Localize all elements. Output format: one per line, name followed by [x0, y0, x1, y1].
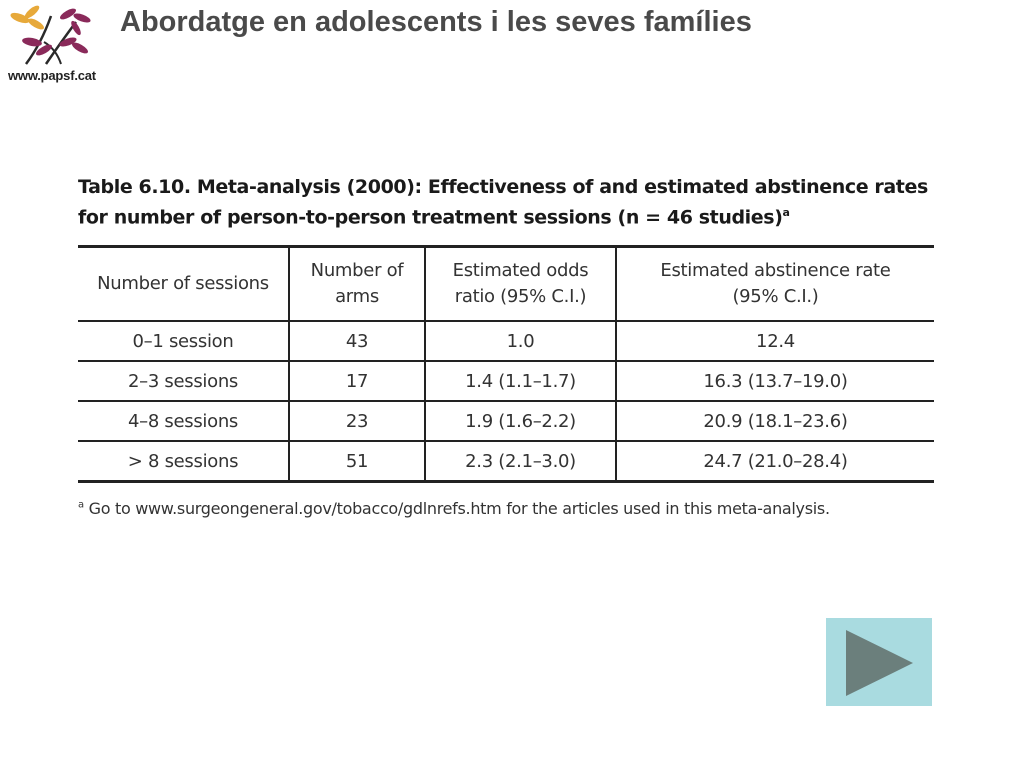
page-title: Abordatge en adolescents i les seves fam…: [120, 6, 752, 38]
caption-footnote-marker: a: [782, 206, 790, 219]
table-row: 0–1 session 43 1.0 12.4: [78, 320, 934, 362]
next-slide-button[interactable]: [826, 618, 932, 706]
table-footnote: a Go to www.surgeongeneral.gov/tobacco/g…: [78, 499, 830, 518]
cell-arms: 51: [288, 440, 426, 483]
cell-abstinence-rate: 20.9 (18.1–23.6): [615, 400, 934, 442]
table-header-row: Number of sessions Number of arms Estimat…: [78, 245, 934, 322]
cell-abstinence-rate: 16.3 (13.7–19.0): [615, 360, 934, 402]
footnote-marker: a: [78, 499, 84, 511]
table-row: > 8 sessions 51 2.3 (2.1–3.0) 24.7 (21.0…: [78, 440, 934, 483]
cell-arms: 23: [288, 400, 426, 442]
logo: www.papsf.cat: [0, 0, 115, 90]
header-number-of-arms: Number of arms: [288, 245, 426, 322]
flower-logo-icon: [10, 5, 91, 65]
cell-sessions: 2–3 sessions: [78, 360, 290, 402]
cell-arms: 17: [288, 360, 426, 402]
cell-odds-ratio: 2.3 (2.1–3.0): [424, 440, 617, 483]
table-caption-line1: Table 6.10. Meta-analysis (2000): Effect…: [78, 176, 928, 198]
cell-abstinence-rate: 12.4: [615, 320, 934, 362]
cell-sessions: 0–1 session: [78, 320, 290, 362]
cell-odds-ratio: 1.9 (1.6–2.2): [424, 400, 617, 442]
cell-sessions: > 8 sessions: [78, 440, 290, 483]
table-row: 2–3 sessions 17 1.4 (1.1–1.7) 16.3 (13.7…: [78, 360, 934, 402]
header-odds-ratio: Estimated odds ratio (95% C.I.): [424, 245, 617, 322]
cell-sessions: 4–8 sessions: [78, 400, 290, 442]
cell-abstinence-rate: 24.7 (21.0–28.4): [615, 440, 934, 483]
table-caption: Table 6.10. Meta-analysis (2000): Effect…: [78, 174, 938, 230]
cell-arms: 43: [288, 320, 426, 362]
cell-odds-ratio: 1.0: [424, 320, 617, 362]
logo-url-text: www.papsf.cat: [8, 68, 96, 83]
footnote-text: Go to www.surgeongeneral.gov/tobacco/gdl…: [83, 499, 830, 518]
data-table: Number of sessions Number of arms Estimat…: [78, 245, 934, 483]
table-row: 4–8 sessions 23 1.9 (1.6–2.2) 20.9 (18.1…: [78, 400, 934, 442]
header-abstinence-rate: Estimated abstinence rate (95% C.I.): [615, 245, 934, 322]
header-number-of-sessions: Number of sessions: [78, 245, 290, 322]
table-caption-line2: for number of person-to-person treatment…: [78, 206, 790, 229]
cell-odds-ratio: 1.4 (1.1–1.7): [424, 360, 617, 402]
play-triangle-icon: [846, 630, 913, 696]
